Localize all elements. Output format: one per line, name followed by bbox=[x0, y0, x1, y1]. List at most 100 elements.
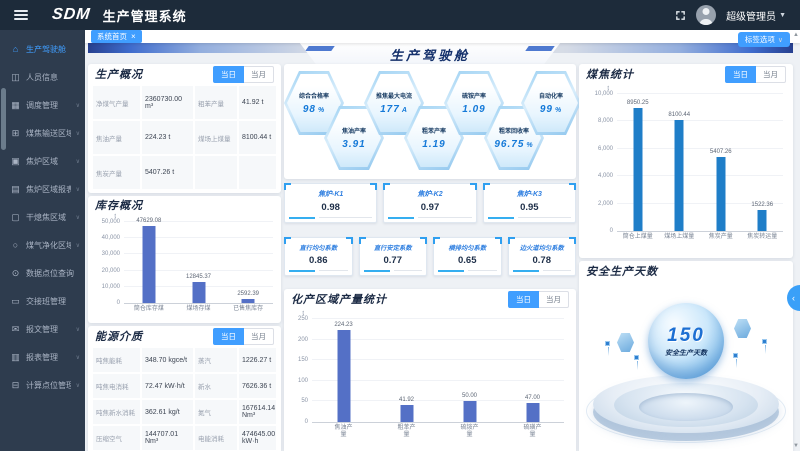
y-tick-label: 150 bbox=[297, 357, 308, 364]
gridline bbox=[124, 269, 273, 271]
chevron-down-icon: ∨ bbox=[75, 354, 80, 361]
range-toggle: 当日 当月 bbox=[508, 290, 569, 308]
y-tick-label: 40,000 bbox=[101, 235, 120, 242]
bar-value-label: 224.23 bbox=[334, 321, 353, 328]
sidebar-item-report[interactable]: ▥ 报表管理 ∨ bbox=[0, 343, 85, 371]
sidebar-item-label: 人员信息 bbox=[26, 72, 58, 82]
kpi-value: 96.75 bbox=[494, 139, 525, 150]
metric-card: 直行安定系数 0.77 bbox=[358, 237, 427, 276]
bar-column: 12845.37 bbox=[174, 222, 224, 303]
ovenreport-icon: ▤ bbox=[11, 183, 20, 194]
scrollbar-up-arrow[interactable]: ▲ bbox=[793, 32, 799, 38]
sidebar-item-ovenreport[interactable]: ▤ 焦炉区域报表 ∨ bbox=[0, 175, 85, 203]
fullscreen-icon[interactable] bbox=[675, 10, 686, 21]
sidebar-item-label: 煤焦输送区域 bbox=[26, 128, 71, 138]
kpi-label: 自动化率 bbox=[538, 94, 563, 100]
production-fields: 净煤气产量 2360730.00 m³ 粗苯产量 41.92 t 焦油产量 224.23 … bbox=[88, 84, 281, 191]
menu-toggle-icon[interactable] bbox=[14, 10, 28, 20]
sidebar-item-transport[interactable]: ⊞ 煤焦输送区域 ∨ bbox=[0, 119, 85, 147]
bar bbox=[241, 298, 255, 303]
sidebar-item-users[interactable]: ◫ 人员信息 bbox=[0, 63, 85, 91]
user-menu[interactable]: 超级管理员 ▼ bbox=[726, 8, 786, 23]
bar-column: 8100.44 bbox=[659, 94, 701, 231]
bar bbox=[716, 156, 726, 231]
bar-column: 50.00 bbox=[438, 319, 501, 422]
sidebar-menu: ⌂ 生产驾驶舱 ◫ 人员信息 ▦ 调度管理 ∨ ⊞ 煤焦输送区域 ∨ ▣ 焦炉区域 ∨ ▤ 焦炉区域报表 ∨ ▢… bbox=[0, 35, 85, 399]
kpi-label: 硫铵产率 bbox=[461, 94, 486, 100]
gridline bbox=[617, 93, 783, 94]
safety-days-caption: 安全生产天数 bbox=[665, 349, 707, 357]
kpi-label: 综合合格率 bbox=[298, 94, 329, 100]
sidebar-item-cdq[interactable]: ▢ 干熄焦区域 ∨ bbox=[0, 203, 85, 231]
month-button[interactable]: 当月 bbox=[539, 290, 569, 308]
safety-graphic: 150 安全生产天数 bbox=[579, 281, 793, 449]
month-button[interactable]: 当月 bbox=[244, 327, 274, 345]
sidebar-item-oven[interactable]: ▣ 焦炉区域 ∨ bbox=[0, 147, 85, 175]
tab-system-home[interactable]: 系统首页 × bbox=[91, 30, 142, 43]
y-axis-unit: t bbox=[302, 311, 304, 317]
sidebar-item-shift[interactable]: ▭ 交接班管理 bbox=[0, 287, 85, 315]
month-button[interactable]: 当月 bbox=[244, 65, 274, 83]
bar bbox=[526, 402, 539, 422]
tab-label: 系统首页 bbox=[97, 32, 127, 41]
metric-value: 0.97 bbox=[420, 202, 440, 213]
sidebar-item-label: 报表管理 bbox=[26, 352, 58, 362]
sidebar-item-schedule[interactable]: ▦ 调度管理 ∨ bbox=[0, 91, 85, 119]
day-button[interactable]: 当日 bbox=[213, 65, 244, 83]
metric-label: 焦炉-K3 bbox=[516, 191, 542, 198]
bar-column: 5407.26 bbox=[700, 94, 742, 231]
field-value: 474645.00 kW·h bbox=[239, 426, 276, 450]
day-button[interactable]: 当日 bbox=[508, 290, 539, 308]
sidebar-item-message[interactable]: ✉ 报文管理 ∨ bbox=[0, 315, 85, 343]
collapse-panel-button[interactable]: ‹ bbox=[787, 285, 800, 311]
y-tick-label: 100 bbox=[297, 377, 308, 384]
scrollbar-down-arrow[interactable]: ▼ bbox=[793, 443, 799, 449]
field-value: 2360730.00 m³ bbox=[142, 86, 193, 119]
field-label: 压缩空气 bbox=[93, 426, 140, 450]
sidebar-item-label: 煤气净化区域 bbox=[26, 240, 71, 250]
field-label: 氮气 bbox=[195, 400, 237, 424]
sidebar-item-home[interactable]: ⌂ 生产驾驶舱 bbox=[0, 35, 85, 63]
sidebar-scrollbar[interactable] bbox=[1, 88, 6, 150]
y-tick-label: 2,000 bbox=[597, 200, 613, 207]
user-avatar[interactable] bbox=[696, 5, 717, 25]
kpi-hexagon: 自动化率 99% bbox=[521, 71, 581, 135]
field-label: 新水 bbox=[195, 374, 237, 398]
close-icon[interactable]: × bbox=[131, 31, 136, 41]
chem-bar-chart: t 0 50 100 150 200 250 224.23 41.92 50.00 47.00 焦油… bbox=[298, 311, 564, 439]
day-button[interactable]: 当日 bbox=[725, 65, 756, 83]
day-button[interactable]: 当日 bbox=[213, 327, 244, 345]
bar-column: 1522.36 bbox=[742, 94, 784, 231]
gridline bbox=[124, 221, 273, 222]
sidebar-item-gas[interactable]: ○ 煤气净化区域 ∨ bbox=[0, 231, 85, 259]
kpi-label: 粗苯回收率 bbox=[498, 129, 529, 135]
field-value: 72.47 kW·h/t bbox=[142, 374, 193, 398]
metric-label: 焦炉-K2 bbox=[417, 191, 443, 198]
field-value: 1226.27 t bbox=[239, 348, 276, 372]
chevron-down-icon: ▼ bbox=[779, 11, 786, 19]
kpi-hexagon: 焦油产率 3.91 bbox=[324, 106, 384, 170]
x-category-label: 煤场上煤量 bbox=[664, 234, 695, 240]
tab-options-button[interactable]: 标签选项 ∨ bbox=[737, 32, 790, 47]
bar-column: 47.00 bbox=[501, 319, 564, 422]
gridline bbox=[124, 253, 273, 255]
y-tick-label: 20,000 bbox=[101, 267, 120, 274]
sidebar-item-label: 生产驾驶舱 bbox=[26, 44, 66, 54]
pin-decoration bbox=[634, 355, 639, 370]
kpi-label: 推焦最大电流 bbox=[375, 94, 412, 100]
sidebar-item-label: 调度管理 bbox=[26, 100, 58, 110]
gas-icon: ○ bbox=[12, 240, 19, 250]
sidebar-item-datapoint[interactable]: ⊙ 数据点位查询 bbox=[0, 259, 85, 287]
sidebar-item-label: 焦炉区域报表 bbox=[26, 184, 71, 194]
x-category-label: 焦炭转运量 bbox=[747, 234, 778, 240]
field-value: 8100.44 t bbox=[239, 121, 276, 154]
month-button[interactable]: 当月 bbox=[756, 65, 786, 83]
panel-inventory: 库存概况 t 0 10,000 20,000 30,000 40,000 50,000 476… bbox=[88, 196, 281, 323]
sidebar-item-calc[interactable]: ⊟ 计算点位管理 ∨ bbox=[0, 371, 85, 399]
bar bbox=[674, 120, 684, 231]
sidebar-item-label: 干熄焦区域 bbox=[26, 212, 66, 222]
safety-days-badge: 150 安全生产天数 bbox=[648, 303, 724, 379]
gridline bbox=[312, 359, 564, 361]
metric-label: 直行安定系数 bbox=[373, 245, 412, 252]
